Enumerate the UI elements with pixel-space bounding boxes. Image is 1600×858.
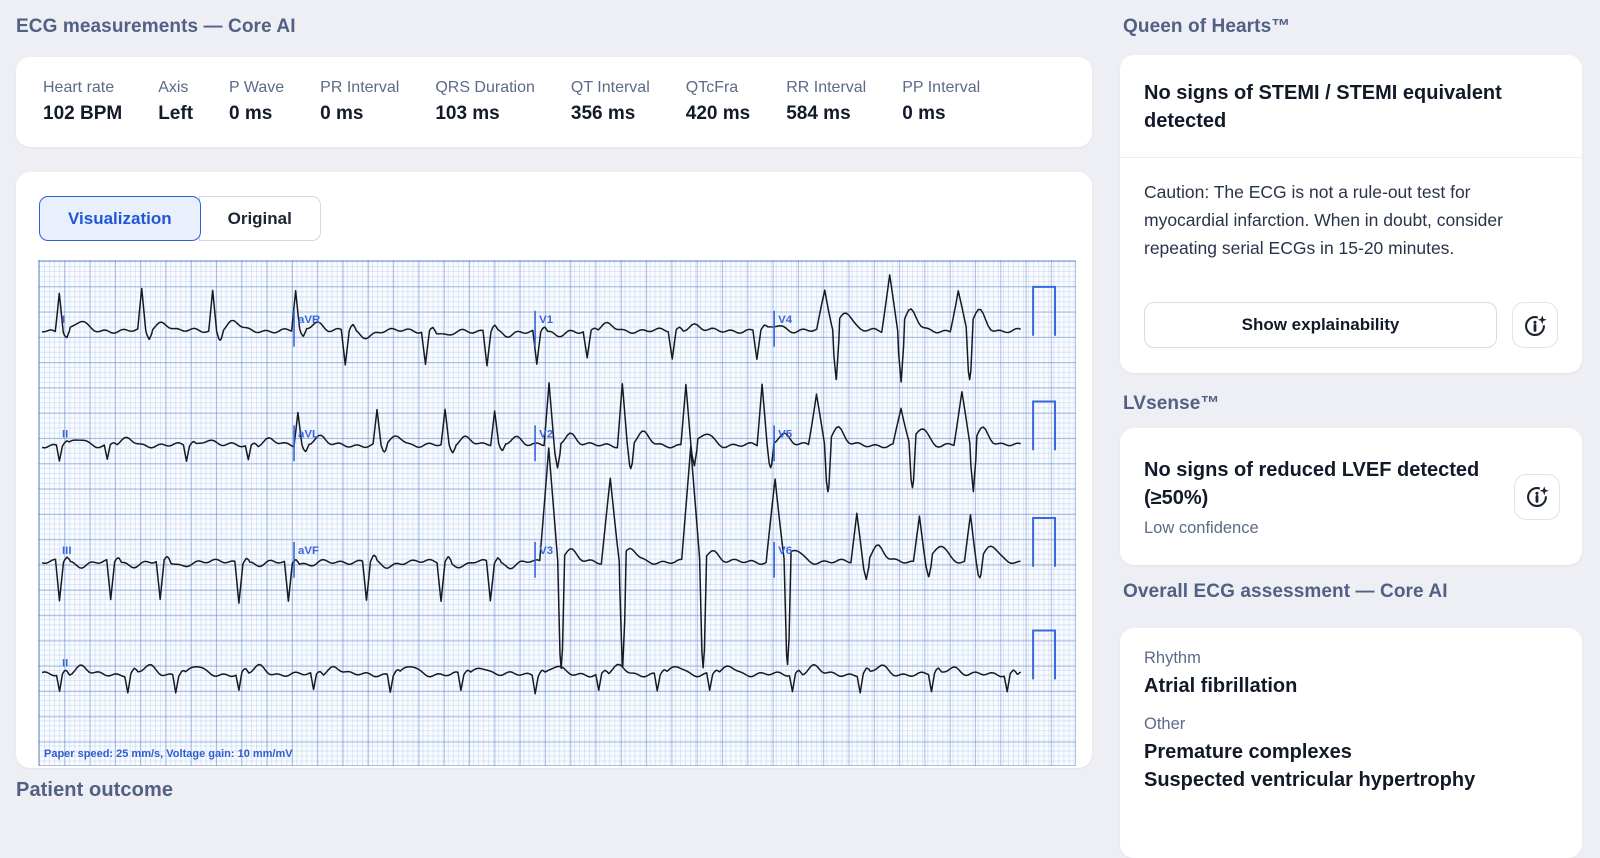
measurement-qtcfra: QTcFra 420 ms (686, 79, 750, 125)
measurement-value: 102 BPM (43, 103, 123, 124)
measurement-label: Axis (158, 79, 189, 96)
measurement-value: 420 ms (685, 103, 751, 124)
other-label: Other (1144, 715, 1186, 733)
other-value: Premature complexes (1144, 741, 1352, 763)
tab-visualization[interactable]: Visualization (39, 196, 201, 241)
measurement-heart-rate: Heart rate 102 BPM (43, 79, 122, 125)
svg-text:V5: V5 (778, 428, 793, 440)
svg-text:II: II (62, 428, 68, 440)
measurement-label: Heart rate (43, 79, 115, 96)
measurement-qt-interval: QT Interval 356 ms (571, 79, 650, 125)
svg-text:V1: V1 (539, 314, 554, 326)
measurement-value: Left (158, 103, 194, 124)
lvsense-info-button[interactable] (1514, 473, 1560, 520)
overall-assessment-title: Overall ECG assessment — Core AI (1123, 581, 1448, 602)
tab-original[interactable]: Original (198, 196, 321, 241)
svg-text:aVR: aVR (298, 314, 321, 326)
measurement-value: 0 ms (229, 103, 273, 124)
measurement-label: PP Interval (902, 79, 981, 96)
view-toggle: Visualization Original (39, 196, 321, 241)
lvsense-result-block: No signs of reduced LVEF detected (≥50%)… (1144, 456, 1484, 538)
svg-text:V4: V4 (778, 314, 793, 326)
svg-text:aVL: aVL (298, 428, 319, 440)
patient-outcome-title: Patient outcome (16, 779, 174, 801)
svg-text:V6: V6 (778, 545, 792, 557)
rhythm-field: Rhythm Atrial fibrillation (1144, 649, 1558, 700)
ai-info-icon (1524, 314, 1548, 336)
confidence-badge: Low confidence (1144, 518, 1259, 537)
svg-text:V2: V2 (539, 428, 553, 440)
stemi-caution-text: Caution: The ECG is not a rule-out test … (1144, 182, 1503, 258)
measurement-p-wave: P Wave 0 ms (229, 79, 284, 125)
queen-of-hearts-card: No signs of STEMI / STEMI equivalent det… (1120, 55, 1582, 373)
svg-text:aVF: aVF (298, 545, 319, 557)
ai-info-icon (1526, 486, 1550, 507)
svg-text:II: II (62, 657, 68, 669)
queen-of-hearts-title: Queen of Hearts™ (1123, 16, 1291, 37)
measurement-value: 0 ms (320, 103, 364, 124)
measurement-value: 584 ms (786, 103, 851, 124)
show-explainability-button[interactable]: Show explainability (1144, 302, 1497, 348)
svg-text:III: III (62, 545, 72, 557)
lvef-result-text: No signs of reduced LVEF detected (≥50%) (1144, 458, 1480, 509)
other-field: Other Premature complexes Suspected vent… (1144, 715, 1558, 794)
measurements-card: Heart rate 102 BPM Axis Left P Wave 0 ms… (16, 57, 1092, 147)
measurement-qrs-duration: QRS Duration 103 ms (435, 79, 535, 125)
rhythm-label: Rhythm (1144, 649, 1201, 667)
measurement-label: QT Interval (570, 79, 650, 96)
measurement-value: 103 ms (435, 103, 500, 124)
measurement-value: 0 ms (902, 103, 946, 124)
measurement-label: QRS Duration (435, 79, 535, 96)
ecg-section-title: ECG measurements — Core AI (16, 16, 296, 37)
page: ECG measurements — Core AI Heart rate 10… (16, 16, 1582, 858)
measurement-label: QTcFra (685, 79, 739, 96)
svg-text:V3: V3 (539, 545, 553, 557)
measurement-axis: Axis Left (158, 79, 193, 125)
measurement-label: PR Interval (320, 79, 400, 96)
qoh-info-button[interactable] (1512, 302, 1558, 348)
qoh-actions: Show explainability (1144, 302, 1558, 348)
measurement-pr-interval: PR Interval 0 ms (320, 79, 399, 125)
measurement-label: RR Interval (786, 79, 867, 96)
lvsense-card: No signs of reduced LVEF detected (≥50%)… (1120, 428, 1582, 565)
measurement-rr-interval: RR Interval 584 ms (786, 79, 866, 125)
other-value: Suspected ventricular hypertrophy (1144, 769, 1476, 791)
rhythm-value: Atrial fibrillation (1144, 675, 1298, 697)
measurement-label: P Wave (229, 79, 285, 96)
measurement-pp-interval: PP Interval 0 ms (902, 79, 980, 125)
ecg-footnote: Paper speed: 25 mm/s, Voltage gain: 10 m… (44, 748, 293, 760)
stemi-result-text: No signs of STEMI / STEMI equivalent det… (1144, 82, 1502, 132)
measurement-value: 356 ms (570, 103, 636, 124)
divider (1120, 157, 1582, 158)
svg-text:I: I (62, 314, 65, 326)
lvsense-title: LVsense™ (1123, 393, 1220, 414)
overall-assessment-card: Rhythm Atrial fibrillation Other Prematu… (1120, 628, 1582, 858)
